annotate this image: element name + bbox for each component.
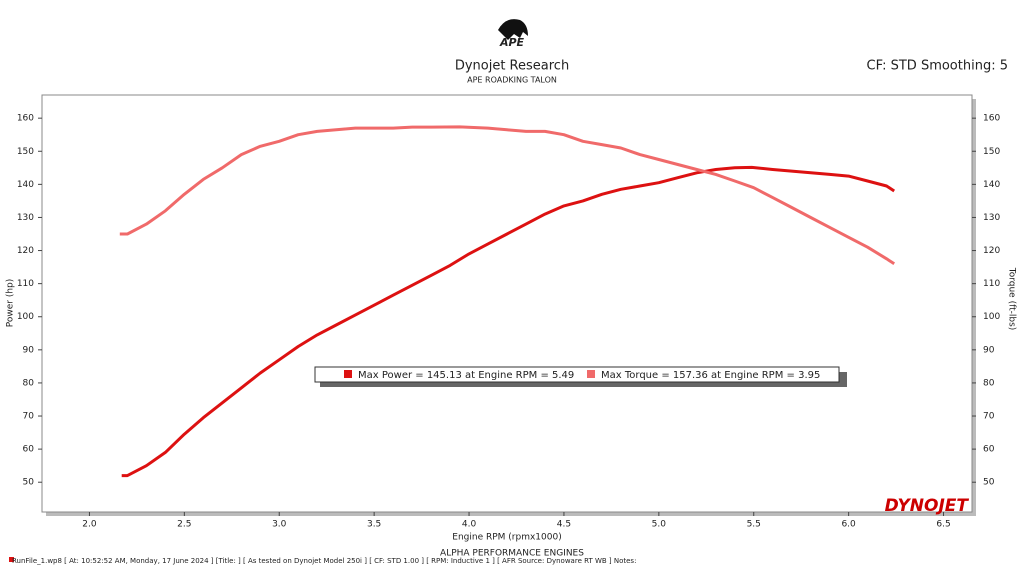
- x-axis-label: Engine RPM (rpmx1000): [452, 533, 561, 543]
- legend-swatch: [587, 370, 595, 378]
- y-tick-label: 150: [17, 147, 34, 157]
- y-tick-label: 160: [17, 114, 34, 124]
- logo-icon: [498, 19, 528, 40]
- y2-axis-label: Torque (ft-lbs): [1007, 267, 1017, 331]
- x-tick-label: 6.5: [936, 520, 950, 530]
- footer: ALPHA PERFORMANCE ENGINES: [440, 549, 584, 559]
- y2-tick-label: 110: [983, 279, 1000, 289]
- y-tick-label: 50: [23, 478, 35, 488]
- legend-swatch: [344, 370, 352, 378]
- x-tick-label: 3.0: [272, 520, 287, 530]
- y2-tick-label: 130: [983, 213, 1000, 223]
- y2-tick-label: 120: [983, 246, 1000, 256]
- y-tick-label: 100: [17, 312, 34, 322]
- y-tick-label: 140: [17, 180, 34, 190]
- x-tick-label: 4.0: [462, 520, 477, 530]
- corner-note: CF: STD Smoothing: 5: [867, 59, 1008, 74]
- y2-tick-label: 150: [983, 147, 1000, 157]
- y2-tick-label: 160: [983, 114, 1000, 124]
- y2-tick-label: 90: [983, 345, 995, 355]
- series-line: [121, 165, 896, 478]
- x-tick-label: 4.5: [557, 520, 571, 530]
- x-tick-label: 5.0: [652, 520, 667, 530]
- plot-area: [41, 94, 973, 513]
- y-tick-label: 60: [23, 445, 35, 455]
- legend-label: Max Torque = 157.36 at Engine RPM = 3.95: [601, 370, 820, 381]
- y2-tick-label: 80: [983, 378, 995, 388]
- x-tick-label: 2.0: [82, 520, 97, 530]
- y-tick-label: 90: [23, 345, 35, 355]
- y2-tick-label: 140: [983, 180, 1000, 190]
- y2-tick-label: 100: [983, 312, 1000, 322]
- watermark: DYNOJET: [885, 496, 970, 516]
- y-tick-label: 80: [23, 378, 35, 388]
- y-tick-label: 70: [23, 412, 35, 422]
- y2-tick-label: 70: [983, 412, 995, 422]
- status-line: RunFile_1.wp8 [ At: 10:52:52 AM, Monday,…: [12, 557, 636, 565]
- legend-label: Max Power = 145.13 at Engine RPM = 5.49: [358, 370, 574, 381]
- chart-title: Dynojet Research: [455, 59, 569, 74]
- series-line: [119, 125, 896, 266]
- x-tick-label: 3.5: [367, 520, 381, 530]
- y-axis-label: Power (hp): [6, 279, 16, 328]
- logo-text: APE: [499, 36, 525, 49]
- y2-tick-label: 50: [983, 478, 995, 488]
- chart-subtitle: APE ROADKING TALON: [467, 76, 557, 85]
- status-icon: [9, 557, 14, 562]
- x-tick-label: 6.0: [841, 520, 856, 530]
- y-tick-label: 130: [17, 213, 34, 223]
- y-tick-label: 120: [17, 246, 34, 256]
- y2-tick-label: 60: [983, 445, 995, 455]
- legend-box: [314, 366, 840, 383]
- y-tick-label: 110: [17, 279, 34, 289]
- logo: APE: [498, 19, 528, 49]
- x-tick-label: 2.5: [177, 520, 191, 530]
- x-tick-label: 5.5: [747, 520, 761, 530]
